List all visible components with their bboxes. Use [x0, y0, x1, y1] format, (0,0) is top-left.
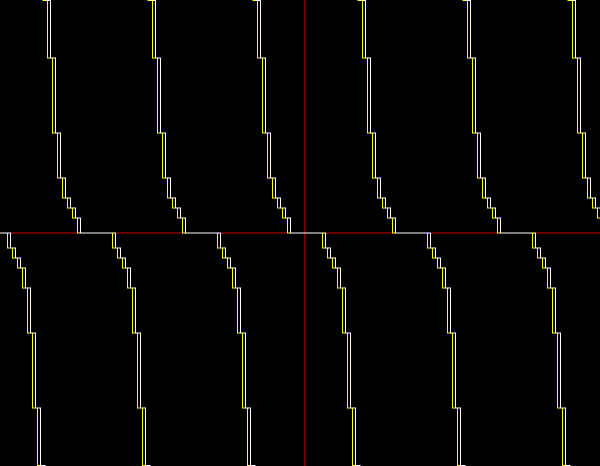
series-1-segment — [150, 0, 256, 466]
series-1-segment — [360, 0, 466, 466]
series-1-segment — [465, 0, 571, 466]
series-0-segment — [567, 0, 600, 219]
series-1-segment — [45, 0, 151, 466]
series-1-segment — [0, 232, 46, 466]
series-1-segment — [255, 0, 361, 466]
series-1-segment — [570, 0, 600, 219]
